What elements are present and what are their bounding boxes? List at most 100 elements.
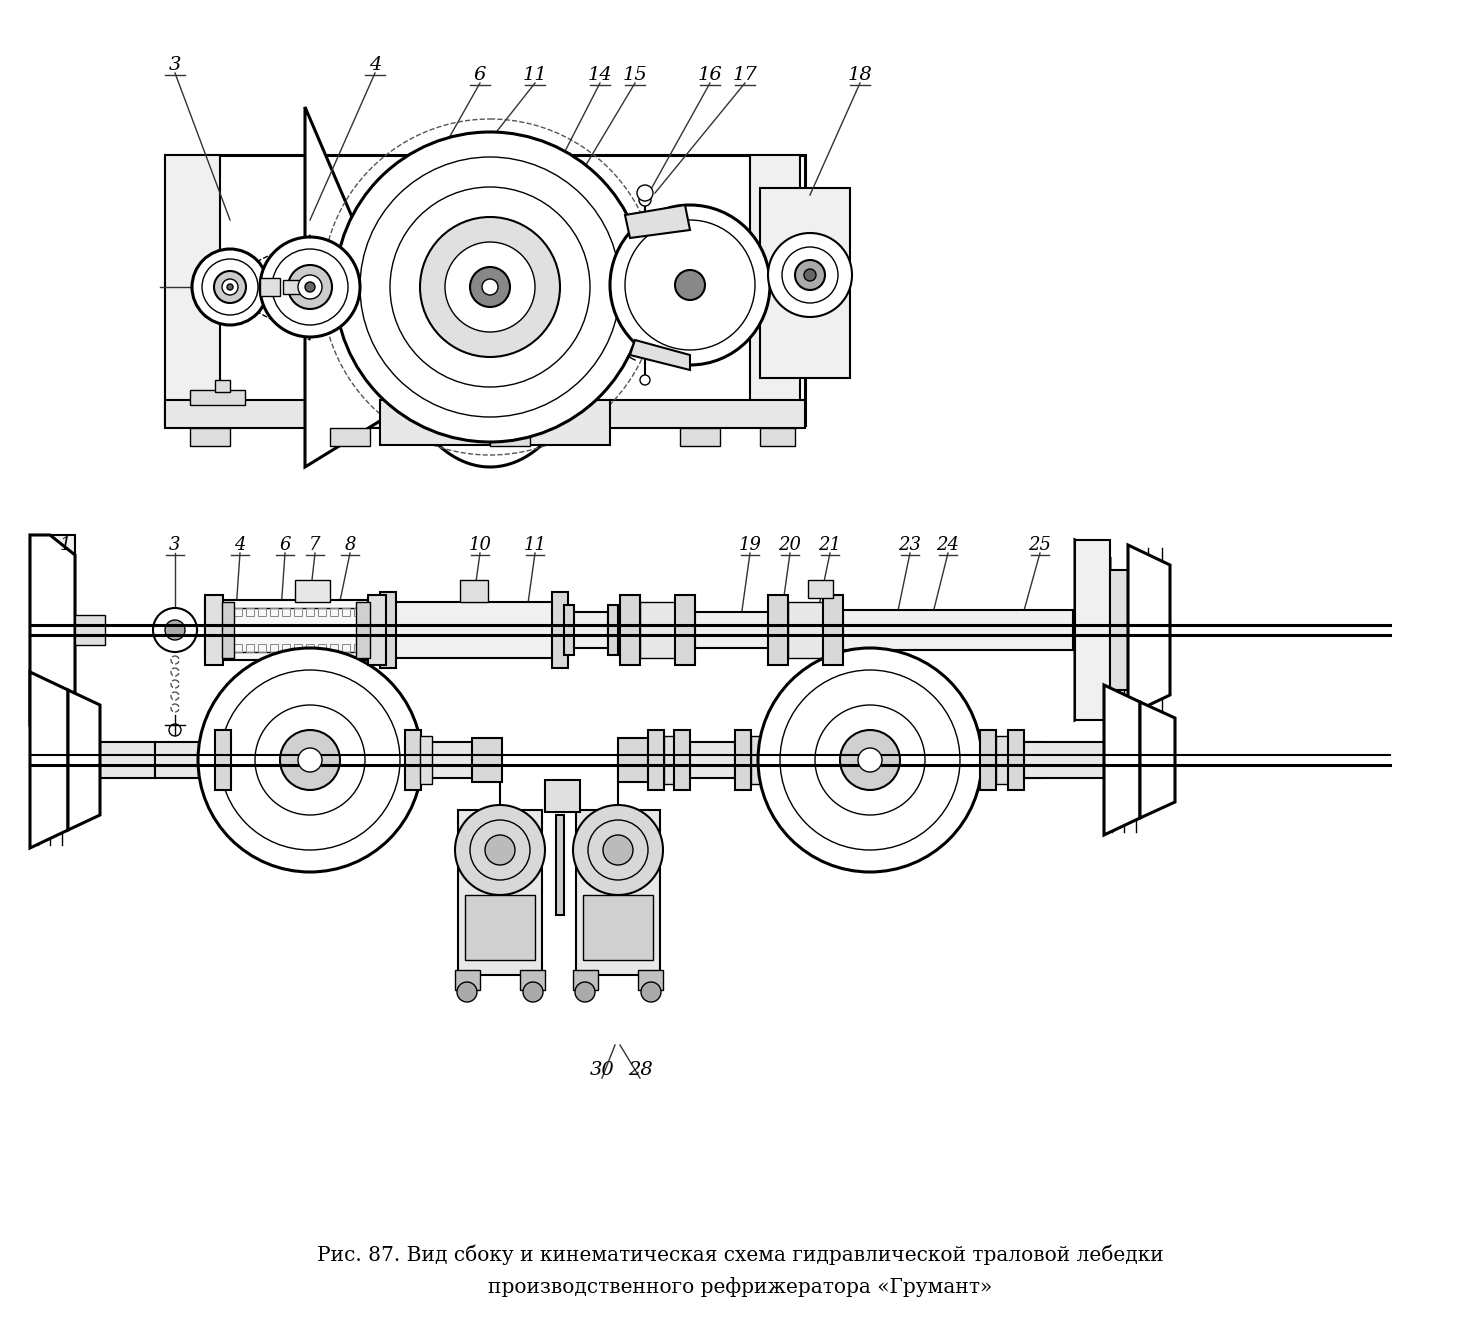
Bar — [283, 280, 300, 295]
Bar — [330, 429, 370, 446]
Bar — [764, 730, 778, 790]
Text: 28: 28 — [628, 1062, 653, 1079]
Bar — [1110, 571, 1128, 690]
Bar — [269, 608, 278, 616]
Bar — [342, 644, 349, 652]
Bar — [406, 730, 420, 790]
Polygon shape — [1074, 540, 1110, 721]
Bar — [472, 738, 502, 782]
Text: 11: 11 — [524, 536, 546, 553]
Bar — [260, 277, 280, 296]
Bar — [318, 608, 326, 616]
Bar — [318, 644, 326, 652]
Bar — [189, 390, 246, 405]
Bar — [420, 736, 432, 784]
Text: 25: 25 — [1029, 536, 1051, 553]
Bar — [778, 742, 829, 778]
Circle shape — [280, 730, 340, 790]
Bar — [330, 644, 337, 652]
Bar — [423, 742, 474, 778]
Circle shape — [420, 218, 559, 357]
Bar — [576, 809, 660, 975]
Bar — [295, 580, 330, 602]
Text: 7: 7 — [309, 536, 321, 553]
Bar — [787, 602, 823, 658]
Bar — [164, 155, 221, 425]
Bar — [354, 644, 363, 652]
Bar — [639, 602, 675, 658]
Circle shape — [639, 376, 650, 385]
Bar — [545, 780, 580, 812]
Bar — [354, 608, 363, 616]
Bar — [75, 614, 105, 645]
Bar — [306, 644, 314, 652]
Polygon shape — [625, 204, 690, 238]
Text: 14: 14 — [588, 66, 613, 84]
Circle shape — [164, 620, 185, 640]
Circle shape — [198, 648, 422, 872]
Bar — [342, 608, 349, 616]
Bar — [460, 580, 488, 602]
Bar — [258, 608, 266, 616]
Polygon shape — [30, 671, 68, 848]
Bar — [215, 380, 229, 391]
Polygon shape — [1104, 685, 1140, 835]
Circle shape — [795, 260, 824, 291]
Bar — [388, 602, 554, 658]
Circle shape — [289, 265, 332, 309]
Circle shape — [457, 982, 477, 1002]
Bar — [210, 644, 218, 652]
Bar — [808, 580, 833, 598]
Circle shape — [471, 267, 511, 307]
Circle shape — [334, 131, 645, 442]
Bar — [234, 608, 243, 616]
Text: 11: 11 — [522, 66, 548, 84]
Bar — [552, 592, 568, 667]
Bar — [222, 608, 229, 616]
Bar — [234, 644, 243, 652]
Bar — [673, 730, 690, 790]
Bar — [665, 736, 673, 784]
Polygon shape — [630, 340, 690, 370]
Circle shape — [804, 269, 815, 281]
Circle shape — [573, 805, 663, 894]
Circle shape — [215, 271, 246, 303]
Bar — [750, 155, 801, 425]
Circle shape — [641, 982, 662, 1002]
Bar — [556, 815, 564, 916]
Bar — [457, 809, 542, 975]
Text: 16: 16 — [697, 66, 722, 84]
Circle shape — [636, 184, 653, 200]
Circle shape — [576, 982, 595, 1002]
Text: 1: 1 — [59, 536, 71, 553]
Circle shape — [522, 982, 543, 1002]
Text: 19: 19 — [739, 536, 762, 553]
Bar — [583, 894, 653, 959]
Circle shape — [305, 283, 315, 292]
Text: 10: 10 — [469, 536, 491, 553]
Bar — [608, 605, 619, 656]
Bar — [269, 644, 278, 652]
Bar — [210, 608, 218, 616]
Bar — [823, 594, 844, 665]
Bar — [380, 399, 610, 445]
Bar — [750, 736, 764, 784]
Polygon shape — [1128, 545, 1171, 715]
Bar — [620, 594, 639, 665]
Bar — [283, 608, 290, 616]
Bar — [222, 602, 234, 658]
Text: 3: 3 — [169, 536, 181, 553]
Text: 30: 30 — [589, 1062, 614, 1079]
Bar — [1024, 742, 1104, 778]
Bar — [519, 970, 545, 990]
Circle shape — [226, 284, 232, 291]
Circle shape — [858, 748, 882, 772]
Bar — [679, 429, 719, 446]
Text: 21: 21 — [818, 536, 842, 553]
Bar — [366, 608, 374, 616]
Text: 15: 15 — [623, 66, 647, 84]
Bar — [648, 730, 665, 790]
Text: 6: 6 — [474, 66, 487, 84]
Bar — [454, 970, 480, 990]
Bar — [675, 594, 696, 665]
